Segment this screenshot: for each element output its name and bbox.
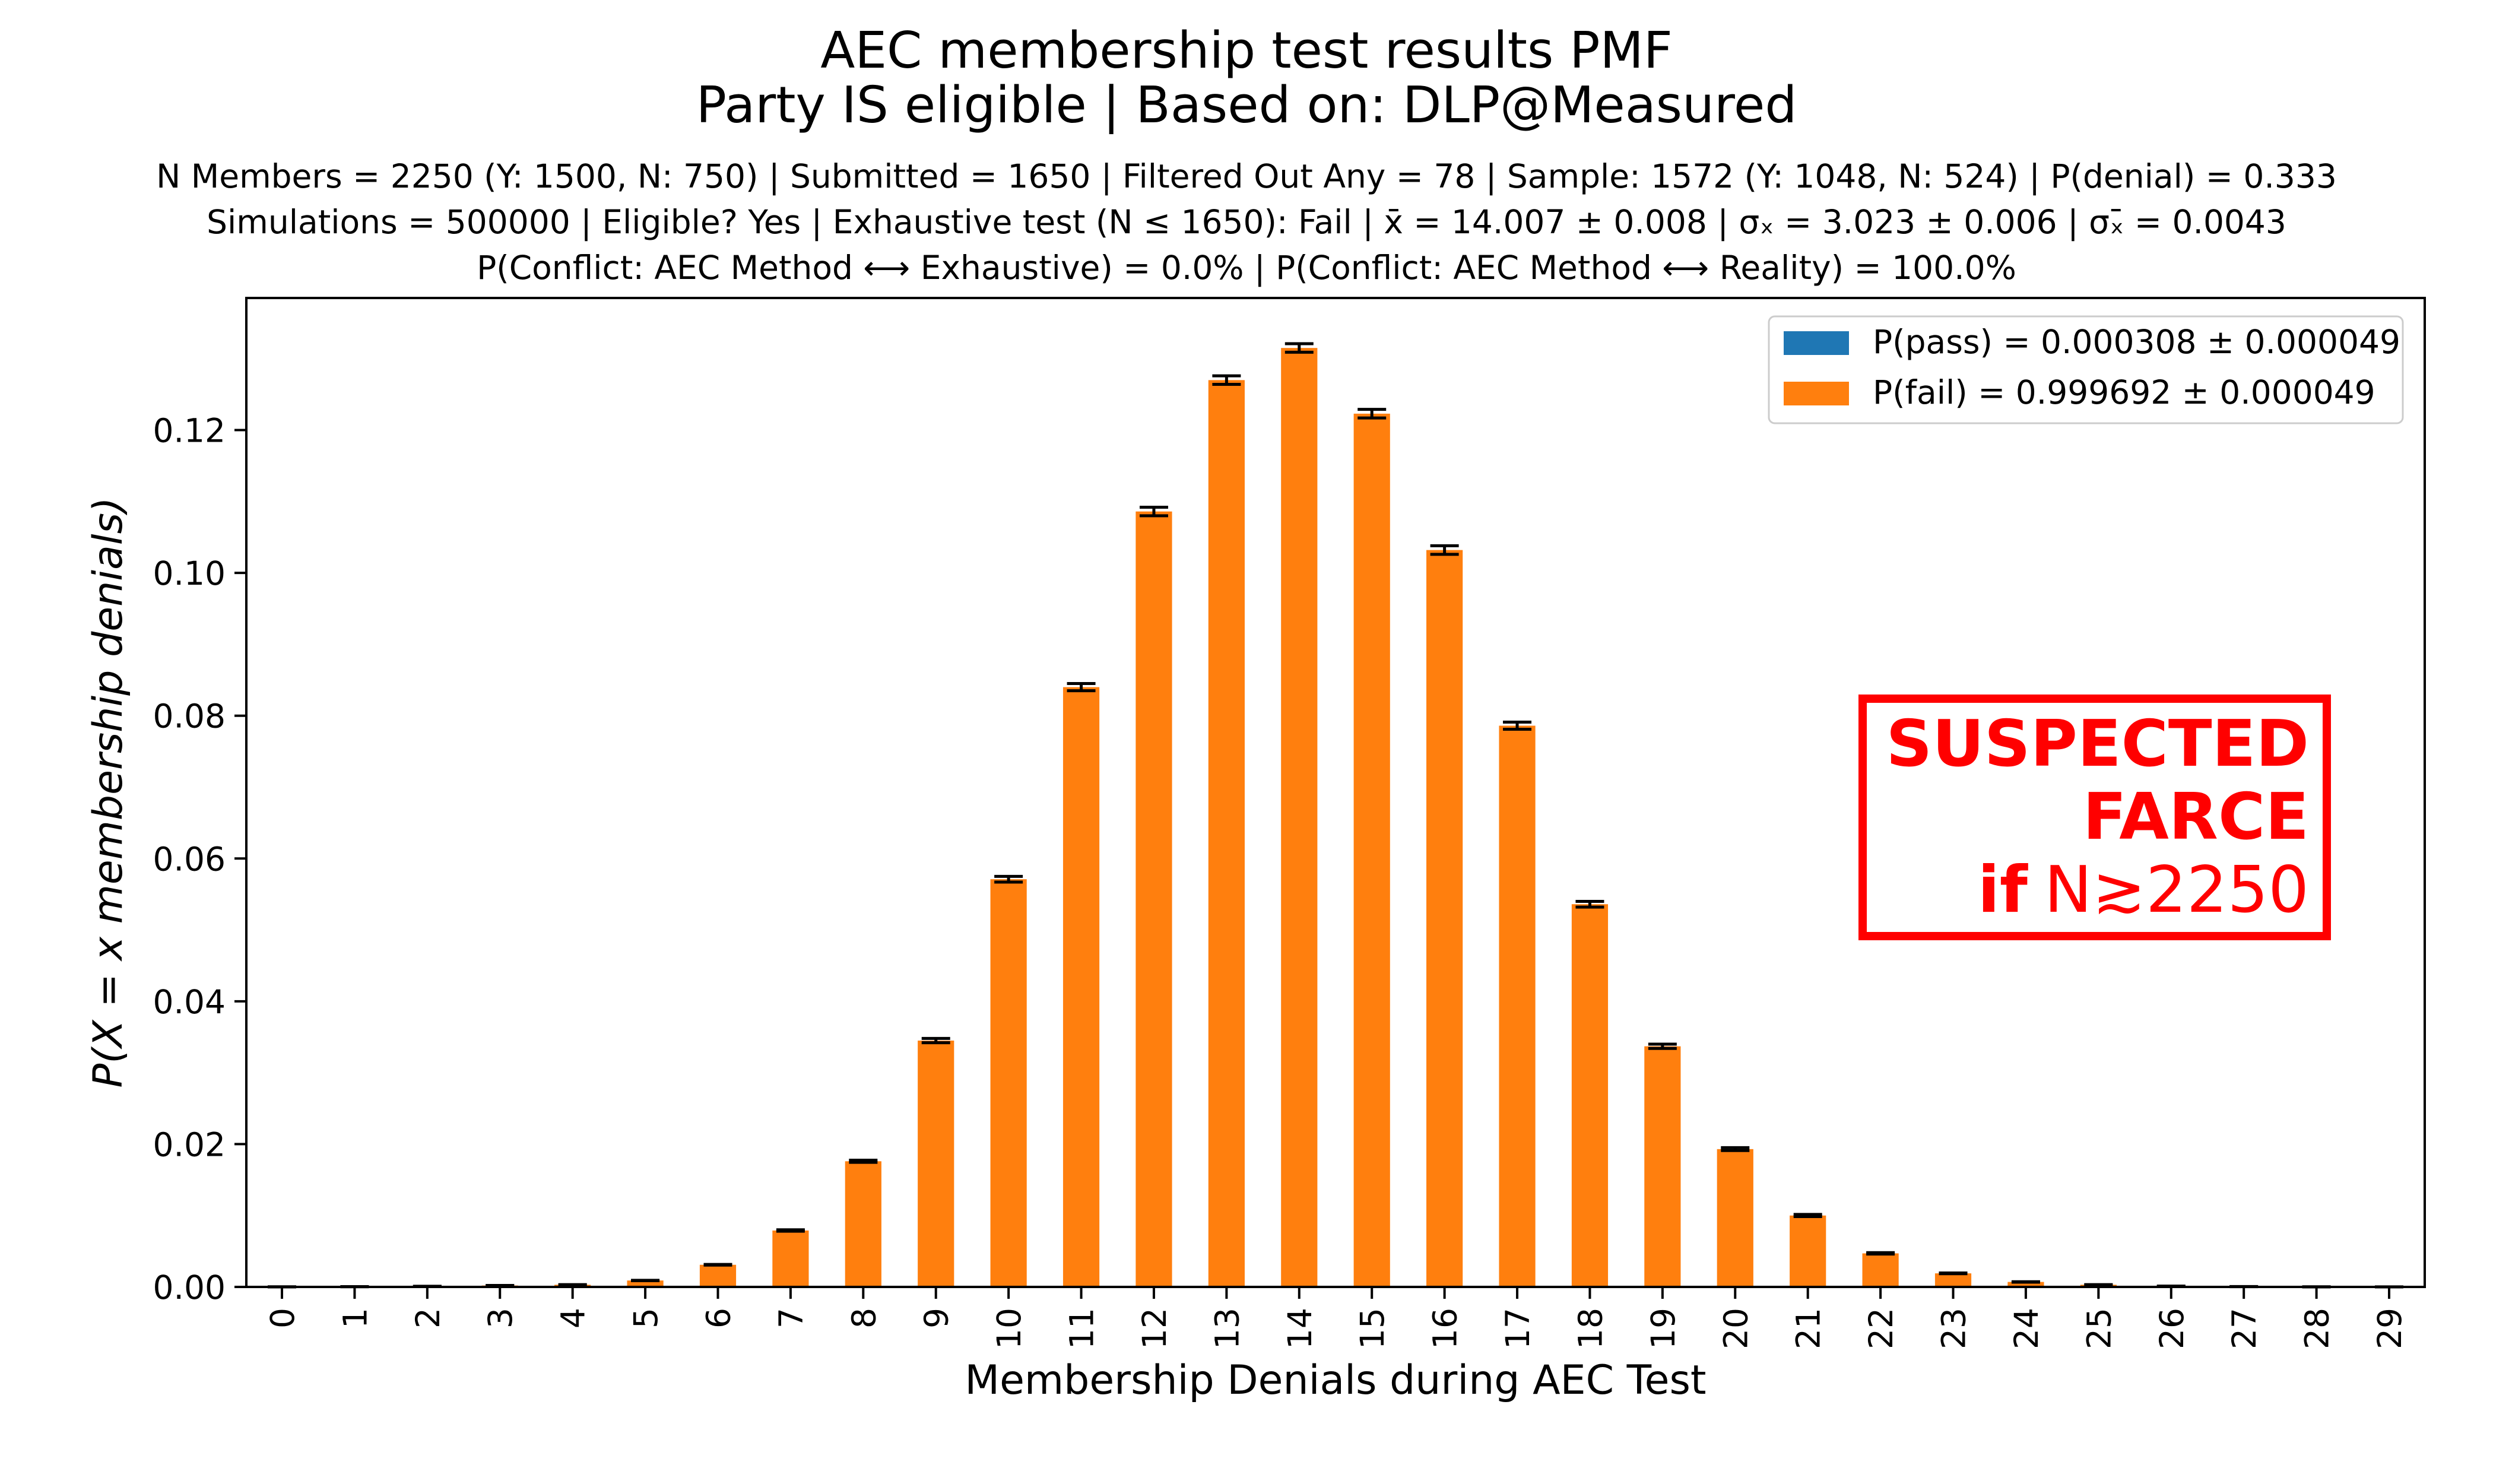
annotation-if: if <box>1978 853 2028 927</box>
y-tick-label: 0.06 <box>153 840 226 878</box>
bar-fail <box>1062 687 1100 1287</box>
bar-fail <box>918 1041 954 1287</box>
annotation-line-1: SUSPECTED <box>1886 707 2309 781</box>
legend: P(pass) = 0.000308 ± 0.000049 P(fail) = … <box>1768 315 2404 424</box>
x-tick-label: 2 <box>409 1308 447 1328</box>
legend-swatch-fail <box>1784 382 1849 405</box>
x-axis-label: Membership Denials during AEC Test <box>965 1357 1706 1404</box>
bar-fail <box>1281 348 1318 1287</box>
x-tick-label: 7 <box>772 1308 810 1328</box>
legend-label-fail: P(fail) = 0.999692 ± 0.000049 <box>1873 373 2375 411</box>
x-tick-label: 4 <box>554 1308 592 1328</box>
x-tick-label: 25 <box>2080 1308 2118 1349</box>
bar-fail <box>990 879 1027 1287</box>
x-tick-label: 29 <box>2371 1308 2409 1349</box>
info-line-1: N Members = 2250 (Y: 1500, N: 750) | Sub… <box>156 157 2337 195</box>
chart-title: AEC membership test results PMF <box>820 21 1673 80</box>
bar-fail <box>2007 1282 2044 1287</box>
x-tick-label: 19 <box>1644 1308 1682 1349</box>
bar-fail <box>1208 380 1245 1287</box>
x-tick-label: 3 <box>481 1308 519 1328</box>
bar-fail <box>1717 1149 1753 1287</box>
y-tick-label: 0.04 <box>153 983 226 1021</box>
x-tick-label: 14 <box>1281 1308 1319 1349</box>
chart-subtitle: Party IS eligible | Based on: DLP@Measur… <box>696 76 1797 135</box>
y-tick-label: 0.12 <box>153 412 226 450</box>
info-line-3: P(Conflict: AEC Method ⟷ Exhaustive) = 0… <box>477 249 2016 287</box>
bar-fail <box>1426 550 1463 1287</box>
x-tick-label: 15 <box>1353 1308 1391 1349</box>
bar-fail <box>627 1280 664 1287</box>
y-tick-label: 0.02 <box>153 1125 226 1163</box>
x-tick-label: 22 <box>1862 1308 1900 1349</box>
annotation-box <box>1858 695 2331 940</box>
legend-swatch-pass <box>1784 331 1849 355</box>
x-tick-label: 12 <box>1136 1308 1173 1349</box>
x-tick-label: 18 <box>1571 1308 1609 1349</box>
bar-fail <box>772 1230 809 1287</box>
legend-box <box>1768 315 2404 424</box>
bar-fail <box>1790 1215 1826 1287</box>
x-tick-label: 21 <box>1790 1308 1828 1349</box>
legend-label-pass: P(pass) = 0.000308 ± 0.000049 <box>1873 323 2400 361</box>
annotation-line-3: if N≳2250 <box>1978 853 2309 927</box>
info-line-2: Simulations = 500000 | Eligible? Yes | E… <box>207 203 2286 241</box>
annotation-line-2: FARCE <box>2083 780 2309 854</box>
x-tick-label: 27 <box>2225 1308 2263 1349</box>
x-axis: 0 1 2 3 4 5 6 7 8 9 10 11 12 13 14 15 16 17 18 19 20 21 22 23 24… <box>264 1287 2409 1349</box>
bar-fail <box>1644 1046 1681 1287</box>
x-tick-label: 9 <box>918 1308 956 1328</box>
bar-fail <box>1571 904 1609 1287</box>
x-tick-label: 28 <box>2298 1308 2336 1349</box>
x-tick-label: 1 <box>336 1308 374 1328</box>
x-tick-label: 16 <box>1426 1308 1464 1349</box>
bar-fail <box>1136 511 1172 1287</box>
x-tick-label: 17 <box>1499 1308 1537 1349</box>
x-tick-label: 11 <box>1063 1308 1101 1349</box>
y-axis-label: P(X = x membership denials) <box>85 497 132 1087</box>
bar-fail <box>1499 725 1536 1287</box>
x-tick-label: 0 <box>264 1308 302 1328</box>
farce-annotation: SUSPECTED FARCE if N≳2250 <box>1858 695 2331 940</box>
y-tick-label: 0.08 <box>153 697 226 735</box>
x-tick-label: 5 <box>627 1308 665 1328</box>
x-tick-label: 20 <box>1717 1308 1755 1349</box>
x-tick-label: 13 <box>1208 1308 1246 1349</box>
x-tick-label: 23 <box>1935 1308 1973 1349</box>
x-tick-label: 8 <box>845 1308 883 1328</box>
x-tick-label: 24 <box>2007 1308 2045 1349</box>
x-tick-label: 6 <box>699 1308 737 1328</box>
y-axis: 0.00 0.02 0.04 0.06 0.08 0.10 0.12 <box>153 412 246 1307</box>
bars-group <box>264 348 2408 1287</box>
x-tick-label: 26 <box>2153 1308 2191 1349</box>
bar-fail <box>1353 413 1390 1287</box>
x-tick-label: 10 <box>990 1308 1028 1349</box>
plot-frame <box>245 297 2426 1288</box>
bar-fail <box>1862 1253 1899 1287</box>
y-tick-label: 0.00 <box>153 1269 226 1307</box>
bar-fail <box>1934 1273 1972 1287</box>
annotation-condition: N≳2250 <box>2044 853 2309 927</box>
bar-fail <box>699 1264 737 1287</box>
y-tick-label: 0.10 <box>153 554 226 592</box>
bar-fail <box>845 1161 881 1287</box>
